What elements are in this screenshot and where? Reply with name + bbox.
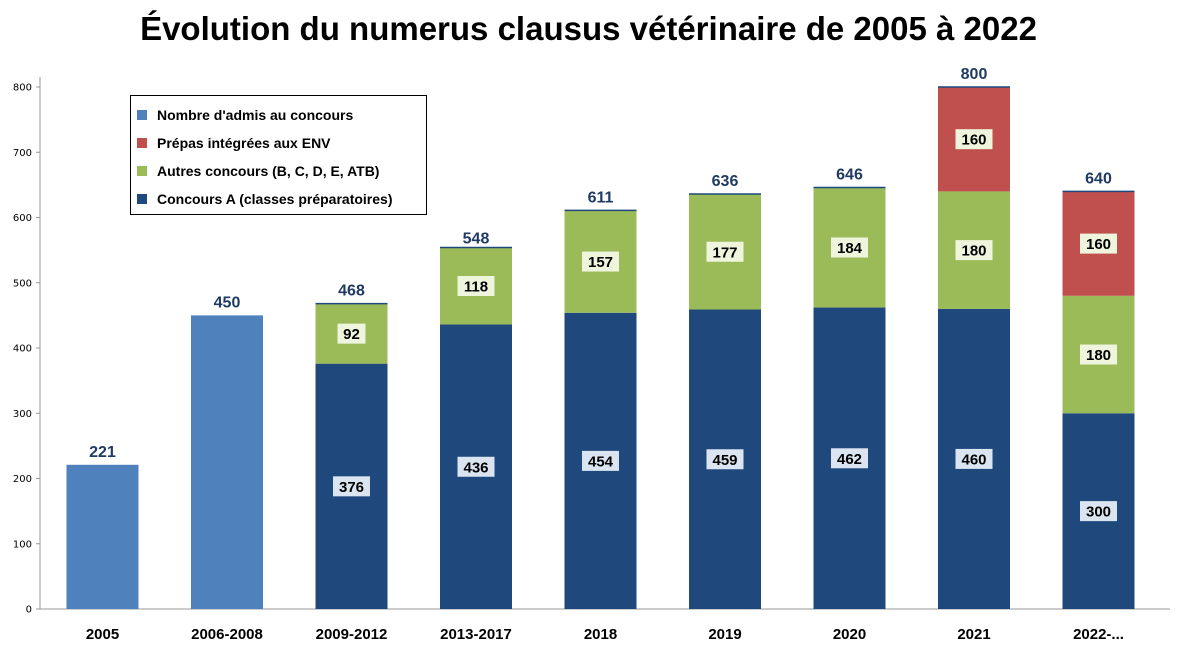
segment-value-label: 118 xyxy=(464,279,488,296)
legend-swatch xyxy=(137,138,147,148)
legend-label: Nombre d'admis au concours xyxy=(157,107,354,123)
segment-label-box xyxy=(706,449,744,470)
bar-admis xyxy=(66,464,139,609)
segment-label-box xyxy=(955,448,993,469)
segment-label-box xyxy=(582,251,619,272)
y-tick-label: 200 xyxy=(13,474,32,485)
y-tick-label: 500 xyxy=(13,278,32,289)
y-tick-label: 300 xyxy=(13,409,32,420)
legend-item-admis: Nombre d'admis au concours xyxy=(137,101,420,129)
bar-admis xyxy=(191,315,263,609)
segment-label-box xyxy=(1080,501,1117,522)
bar-total-label: 640 xyxy=(1085,170,1112,187)
segment-value-label: 177 xyxy=(712,244,737,261)
x-tick-label: 2005 xyxy=(86,626,119,643)
legend-item-prepas: Prépas intégrées aux ENV xyxy=(137,129,420,157)
y-tick-label: 400 xyxy=(13,344,32,355)
y-tick-label: 700 xyxy=(13,148,32,159)
segment-value-label: 454 xyxy=(588,453,614,470)
segment-value-label: 160 xyxy=(1086,236,1111,253)
segment-label-box xyxy=(706,241,744,262)
x-tick-label: 2006-2008 xyxy=(191,626,263,643)
legend-item-autres: Autres concours (B, C, D, E, ATB) xyxy=(137,157,420,185)
segment-label-box xyxy=(1080,344,1117,365)
segment-label-box xyxy=(582,450,619,471)
segment-value-label: 92 xyxy=(343,326,360,343)
legend-swatch xyxy=(137,166,147,176)
x-tick-label: 2021 xyxy=(957,626,990,643)
y-tick-label: 600 xyxy=(13,213,32,224)
legend-swatch xyxy=(137,110,147,120)
x-tick-label: 2009-2012 xyxy=(316,626,388,643)
segment-label-box xyxy=(1080,233,1117,254)
bar-total-label: 221 xyxy=(89,444,116,461)
x-tick-label: 2018 xyxy=(584,626,617,643)
x-tick-label: 2019 xyxy=(708,626,741,643)
segment-label-box xyxy=(457,456,495,477)
segment-value-label: 300 xyxy=(1086,504,1111,521)
segment-value-label: 184 xyxy=(837,240,863,257)
legend-label: Autres concours (B, C, D, E, ATB) xyxy=(157,163,380,179)
bar-total-label: 800 xyxy=(961,66,988,83)
x-tick-label: 2022-... xyxy=(1073,626,1124,643)
legend-swatch xyxy=(137,194,147,204)
segment-value-label: 180 xyxy=(961,243,986,260)
bar-total-label: 611 xyxy=(588,189,614,206)
segment-label-box xyxy=(955,240,993,261)
y-tick-label: 100 xyxy=(13,539,32,550)
segment-value-label: 462 xyxy=(837,451,862,468)
segment-label-box xyxy=(831,237,868,258)
x-tick-label: 2013-2017 xyxy=(440,626,512,643)
legend-item-a: Concours A (classes préparatoires) xyxy=(137,185,420,213)
bar-total-label: 646 xyxy=(836,166,863,183)
segment-value-label: 160 xyxy=(961,132,986,149)
segment-value-label: 436 xyxy=(463,459,488,476)
segment-value-label: 459 xyxy=(712,452,737,469)
segment-label-box xyxy=(457,276,495,297)
bar-total-label: 636 xyxy=(712,173,739,190)
y-tick-label: 800 xyxy=(13,83,32,94)
chart-title: Évolution du numerus clausus vétérinaire… xyxy=(140,10,1037,47)
segment-value-label: 180 xyxy=(1086,347,1111,364)
bar-total-label: 468 xyxy=(338,283,365,300)
bar-total-label: 450 xyxy=(214,294,241,311)
segment-label-box xyxy=(831,448,868,469)
segment-value-label: 460 xyxy=(961,451,986,468)
segment-label-box xyxy=(955,129,993,150)
segment-value-label: 376 xyxy=(339,479,364,496)
segment-label-box xyxy=(337,323,366,344)
bar-total-label: 548 xyxy=(463,230,490,247)
legend-label: Concours A (classes préparatoires) xyxy=(157,191,393,207)
x-tick-label: 2020 xyxy=(833,626,866,643)
segment-value-label: 157 xyxy=(588,254,613,271)
y-tick-label: 0 xyxy=(26,605,32,616)
legend-label: Prépas intégrées aux ENV xyxy=(157,135,331,151)
segment-label-box xyxy=(333,476,370,497)
legend: Nombre d'admis au concours Prépas intégré… xyxy=(130,95,427,215)
